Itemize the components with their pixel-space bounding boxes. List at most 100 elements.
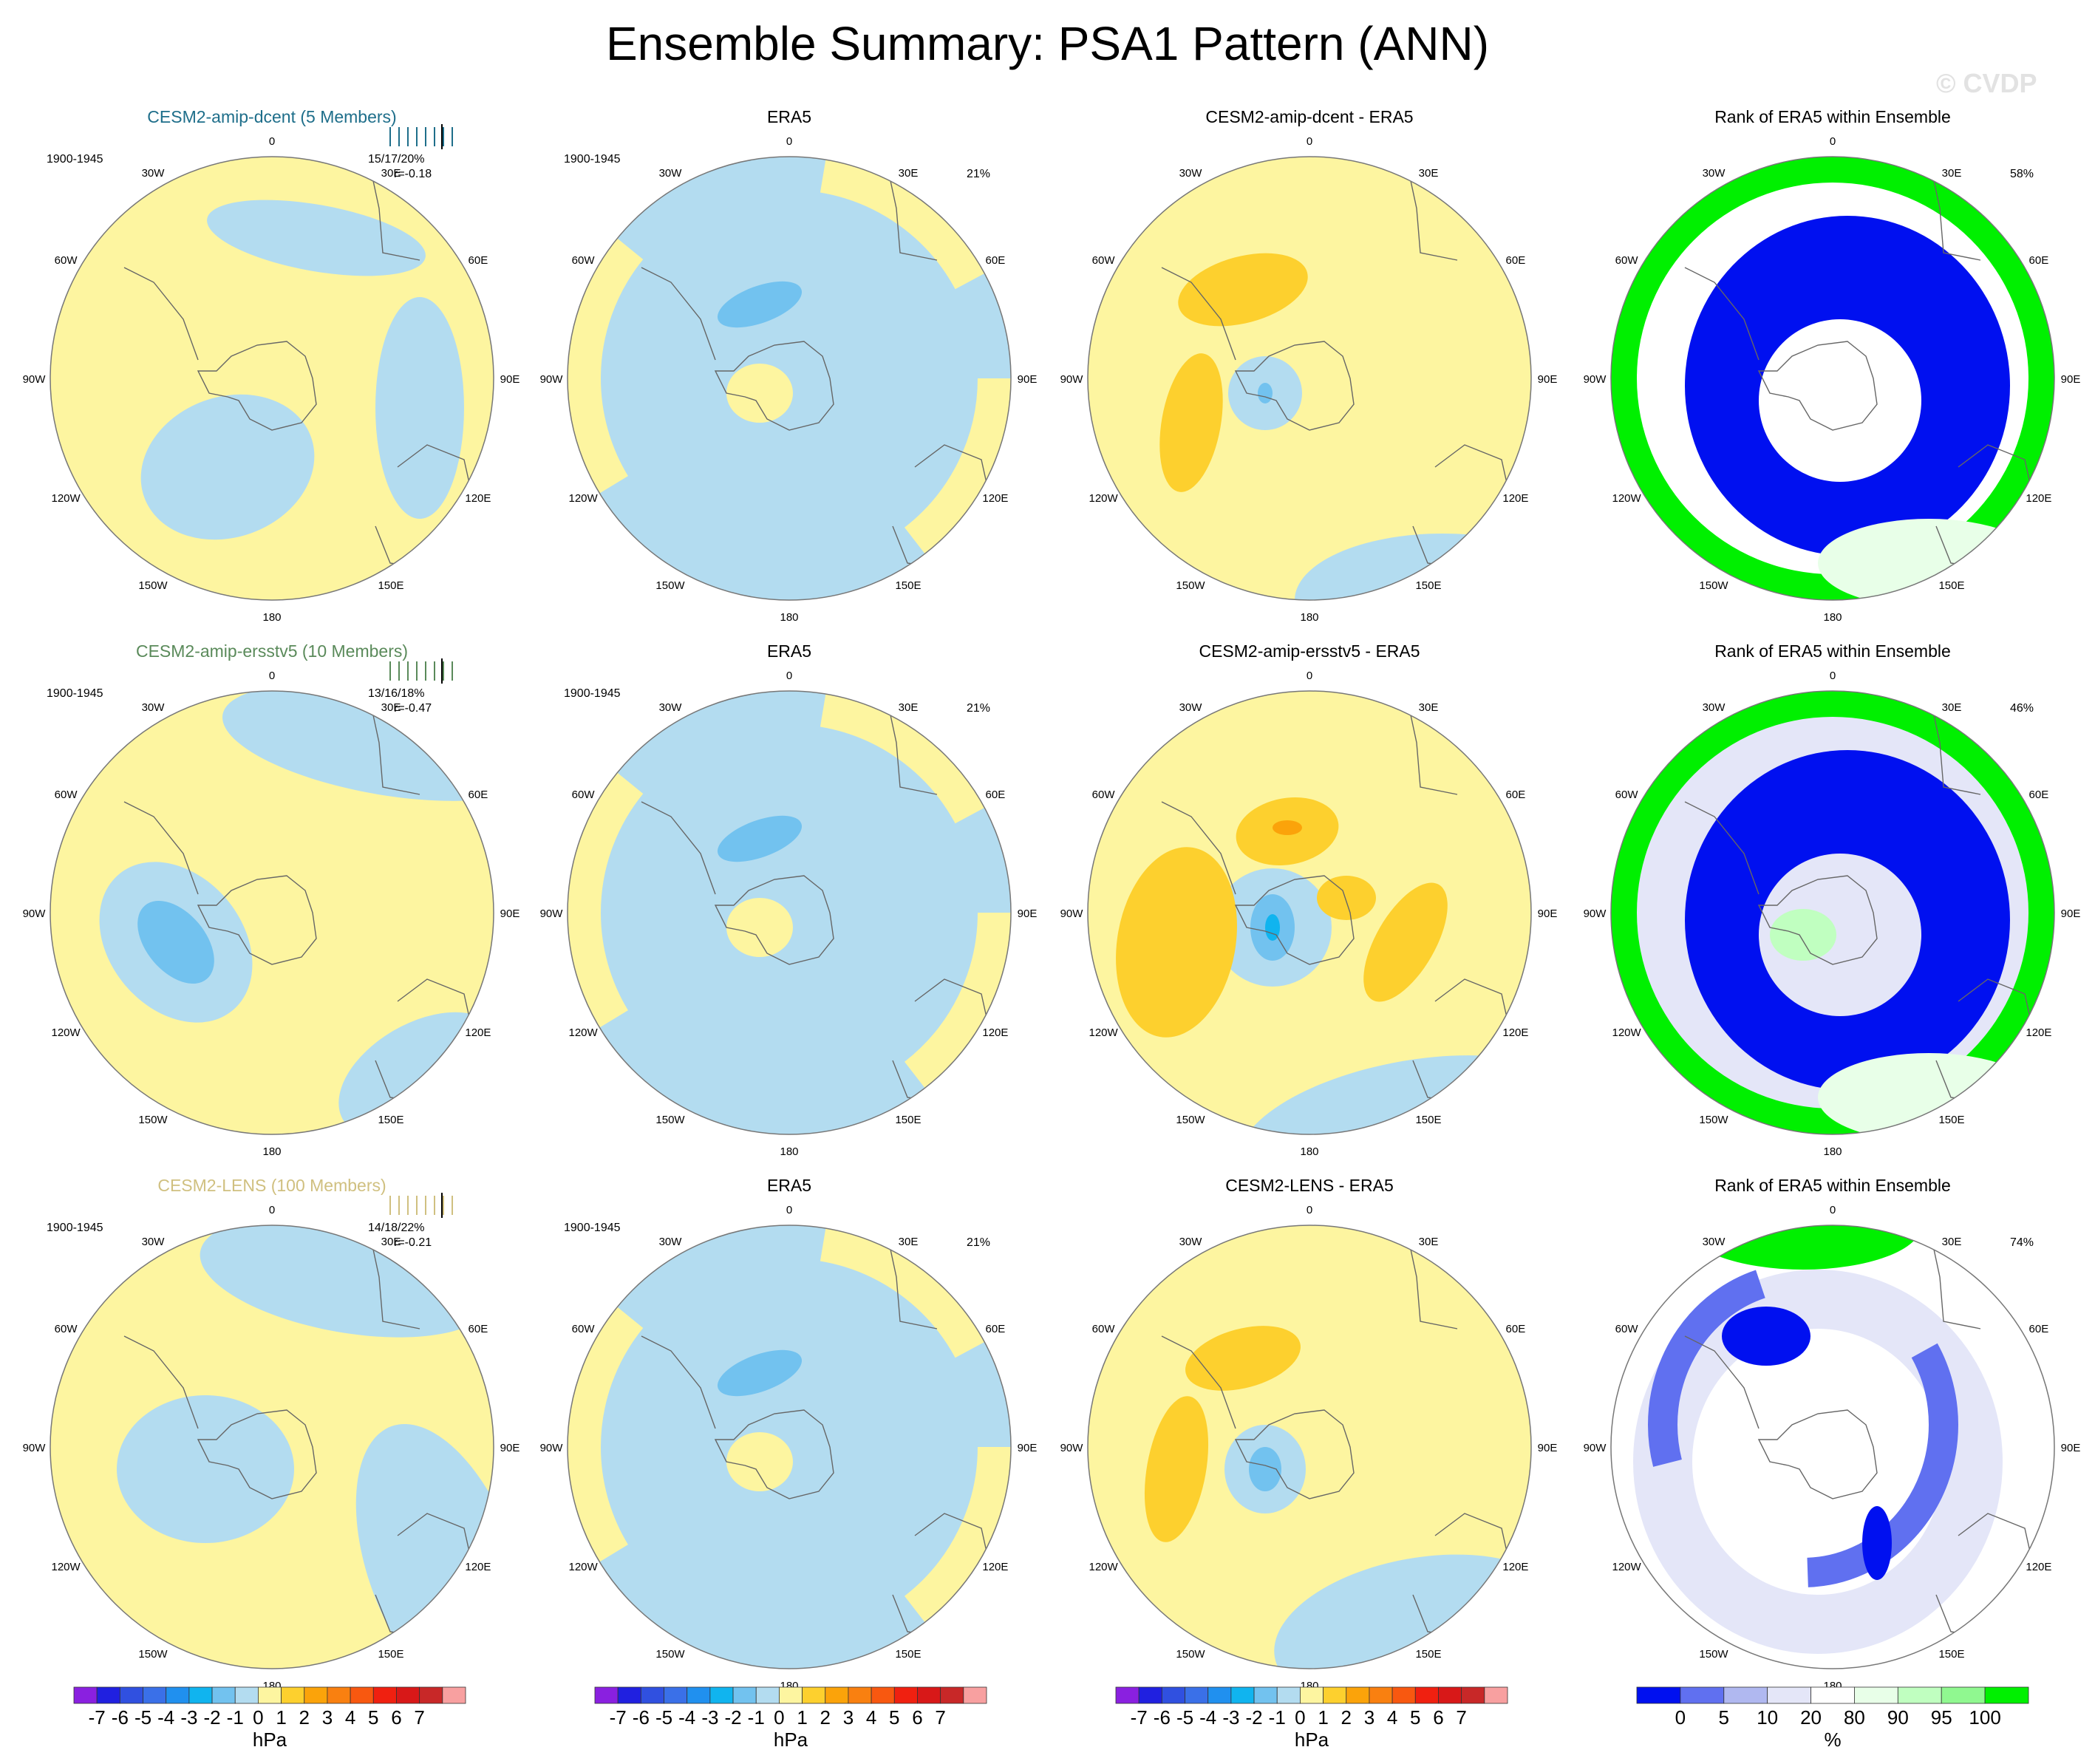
- colorbar-box: [1276, 1686, 1301, 1704]
- lon-label: 60W: [1092, 254, 1116, 267]
- colorbar-tick-label: 1: [276, 1706, 287, 1729]
- lon-label: 150E: [1938, 579, 1964, 592]
- lon-label: 150W: [138, 1648, 168, 1661]
- lon-label: 0: [786, 135, 792, 148]
- colorbar-box: [1767, 1686, 1811, 1704]
- lon-label: 0: [1307, 1204, 1312, 1216]
- lon-label: 150W: [1699, 1114, 1728, 1126]
- colorbar-box: [1138, 1686, 1162, 1704]
- lon-label: 30W: [1179, 1236, 1203, 1248]
- colorbar-box: [1185, 1686, 1209, 1704]
- lon-label: 30W: [659, 167, 683, 180]
- field-contour: [1144, 1396, 1209, 1542]
- colorbar-box: [1636, 1686, 1681, 1704]
- colorbar-box: [755, 1686, 780, 1704]
- colorbar-unit: hPa: [1294, 1729, 1329, 1751]
- lon-label: 120W: [52, 1561, 81, 1573]
- colorbar-box: [1810, 1686, 1855, 1704]
- map-boundary: [1087, 156, 1532, 601]
- field-contour: [1363, 882, 1448, 1002]
- lon-label: 120E: [982, 492, 1008, 505]
- field-contour: [1273, 820, 1302, 835]
- map-panel-r0-c0: [50, 157, 494, 600]
- colorbar-tick-label: 2: [1341, 1706, 1352, 1729]
- lon-label: 60W: [1615, 254, 1639, 267]
- coastline: [641, 691, 997, 1106]
- colorbar-tick-label: -7: [1130, 1706, 1148, 1729]
- lon-label: 90W: [23, 1442, 47, 1454]
- coastline: [1161, 1225, 1517, 1640]
- lon-label: 120E: [465, 1561, 491, 1573]
- lon-label: 150E: [1415, 1114, 1441, 1126]
- colorbar-box: [234, 1686, 259, 1704]
- lon-label: 60E: [986, 789, 1006, 801]
- colorbar-tick-label: 7: [1456, 1706, 1467, 1729]
- lon-label: 60W: [55, 789, 78, 801]
- lon-label: 90E: [2061, 907, 2081, 920]
- lon-label: 120W: [1089, 492, 1119, 505]
- colorbar-box: [709, 1686, 734, 1704]
- pct-stats-label: 15/17/20%: [368, 153, 425, 166]
- map-boundary: [1610, 156, 2055, 601]
- lon-label: 0: [269, 1204, 275, 1216]
- colorbar-box: [1300, 1686, 1324, 1704]
- colorbar-box: [893, 1686, 918, 1704]
- coastline: [1684, 157, 2040, 571]
- lon-label: 90E: [500, 907, 520, 920]
- colorbar-tick-label: -5: [134, 1706, 152, 1729]
- lon-label: 150W: [138, 579, 168, 592]
- colorbar-box: [1115, 1686, 1140, 1704]
- colorbar-tick-label: -1: [226, 1706, 244, 1729]
- map-panel-r2-c1: [568, 1225, 1011, 1669]
- lon-label: 30W: [659, 1236, 683, 1248]
- lon-label: 30E: [381, 1236, 401, 1248]
- colorbar-box: [188, 1686, 213, 1704]
- field-contour: [1317, 876, 1376, 920]
- lon-label: 30W: [659, 701, 683, 714]
- lon-label: 120W: [1612, 1026, 1642, 1039]
- colorbar-box: [396, 1686, 420, 1704]
- colorbar-box: [664, 1686, 688, 1704]
- lon-label: 0: [1830, 1204, 1836, 1216]
- field-contour: [375, 297, 464, 519]
- colorbar-tick-label: -4: [678, 1706, 696, 1729]
- pct-stats-label: 14/18/22%: [368, 1222, 425, 1234]
- lon-label: 0: [1830, 135, 1836, 148]
- lon-label: 150E: [895, 1114, 921, 1126]
- lon-label: 60E: [2029, 254, 2049, 267]
- colorbar-unit: %: [1824, 1729, 1842, 1751]
- lon-label: 30W: [1179, 167, 1203, 180]
- colorbar-tick-label: -3: [180, 1706, 198, 1729]
- lon-label: 90E: [2061, 1442, 2081, 1454]
- lon-label: 150E: [1415, 579, 1441, 592]
- lon-label: 90W: [23, 373, 47, 386]
- lon-label: 30E: [1942, 1236, 1962, 1248]
- colorbar-box: [442, 1686, 466, 1704]
- lon-label: 60E: [1506, 254, 1526, 267]
- lon-label: 90E: [1538, 1442, 1558, 1454]
- map-panel-r1-c2: [1088, 691, 1531, 1134]
- lon-label: 180: [1300, 611, 1318, 624]
- coastline: [123, 157, 480, 571]
- lon-label: 150E: [1938, 1648, 1964, 1661]
- map-panel-r2-c3: [1611, 1225, 2054, 1669]
- colorbar-tick-label: -2: [1245, 1706, 1263, 1729]
- map-panel-r1-c0: [50, 691, 494, 1134]
- lon-label: 0: [1307, 670, 1312, 682]
- correlation-label: r=-0.47: [394, 702, 432, 715]
- lon-label: 30W: [1179, 701, 1203, 714]
- lon-label: 0: [1307, 135, 1312, 148]
- colorbar-tick-label: 0: [1295, 1706, 1306, 1729]
- lon-label: 150E: [895, 579, 921, 592]
- colorbar-tick-label: -6: [1153, 1706, 1171, 1729]
- colorbar-box: [1723, 1686, 1768, 1704]
- colorbar-tick-label: -3: [1222, 1706, 1240, 1729]
- lon-label: 90E: [2061, 373, 2081, 386]
- lon-label: 90W: [540, 1442, 564, 1454]
- lon-label: 120W: [1089, 1561, 1119, 1573]
- colorbar-tick-label: 4: [344, 1706, 356, 1729]
- field-contour: [207, 200, 426, 276]
- lon-label: 120W: [52, 492, 81, 505]
- colorbar-box: [687, 1686, 711, 1704]
- field-contour: [568, 1225, 1011, 1669]
